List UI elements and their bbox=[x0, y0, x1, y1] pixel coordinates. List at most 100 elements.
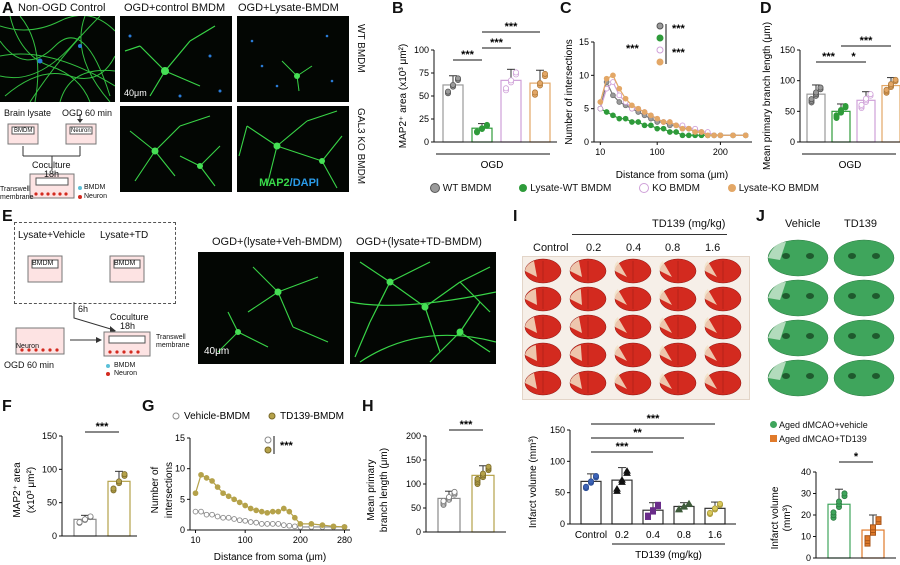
y-tick-label: 150 bbox=[550, 425, 565, 435]
y-tick-label: 100 bbox=[406, 479, 421, 489]
data-point bbox=[280, 522, 287, 528]
data-point bbox=[209, 511, 215, 518]
panel-letter-C: C bbox=[560, 0, 572, 17]
data-point bbox=[209, 478, 215, 484]
data-point bbox=[892, 76, 899, 83]
ventricle bbox=[806, 253, 814, 259]
i-x-tick-label: 0.4 bbox=[646, 530, 660, 541]
stain-map2: MAP2 bbox=[259, 177, 290, 189]
e-img-title-1: OGD+(lysate+Veh-BMDM) bbox=[212, 236, 343, 248]
data-point bbox=[836, 498, 843, 505]
g-legend-marker-1 bbox=[172, 412, 180, 420]
data-point bbox=[692, 129, 698, 135]
data-point bbox=[597, 105, 604, 112]
data-point bbox=[593, 472, 600, 479]
y-tick-label: 30 bbox=[801, 489, 811, 499]
a-col-title-1: Non-OGD Control bbox=[18, 2, 106, 14]
data-point bbox=[231, 516, 237, 522]
e-legend-bmdm: BMDM bbox=[114, 362, 136, 369]
data-point bbox=[236, 517, 243, 524]
infarct-region bbox=[614, 261, 627, 277]
data-point bbox=[622, 95, 629, 102]
data-point bbox=[220, 490, 226, 497]
g-sig: *** bbox=[280, 440, 294, 452]
data-point bbox=[685, 499, 693, 507]
data-point bbox=[286, 508, 293, 515]
data-point bbox=[508, 77, 515, 84]
data-point bbox=[330, 523, 337, 530]
brain-slice bbox=[833, 319, 895, 357]
panel-letter-E: E bbox=[2, 208, 13, 225]
infarct-region bbox=[570, 261, 582, 277]
e-bmdm-label-1: BMDM bbox=[32, 260, 54, 267]
j-ylabel-1: Infarct volume bbox=[770, 486, 781, 549]
data-point bbox=[813, 89, 820, 96]
infarct-region bbox=[659, 289, 672, 305]
g-legend-2: TD139-BMDM bbox=[280, 411, 344, 422]
stain-legend: MAP2/DAPI bbox=[259, 177, 319, 189]
h-ylabel-2: branch length (μm) bbox=[379, 448, 390, 532]
h-ylabel-1: Mean primary bbox=[366, 459, 377, 520]
data-point bbox=[82, 516, 89, 523]
bcd-legend: WT BMDM Lysate-WT BMDM KO BMDM Lysate-KO… bbox=[430, 183, 900, 194]
chart-i: 0 50 100 150 Infarct volume (mm³) Control 0.2 0… bbox=[528, 413, 736, 561]
a-brain-lysate: Brain lysate bbox=[4, 108, 52, 118]
data-point bbox=[76, 519, 83, 526]
y-tick-label: 150 bbox=[780, 45, 795, 55]
data-point bbox=[623, 467, 631, 474]
i-xlabel: TD139 (mg/kg) bbox=[635, 550, 702, 561]
data-point bbox=[192, 490, 199, 497]
infarct-region bbox=[704, 289, 717, 305]
y-tick-label: 20 bbox=[801, 510, 811, 520]
infarct-region bbox=[768, 242, 786, 260]
j-brain-sections bbox=[764, 236, 898, 400]
data-point bbox=[474, 475, 481, 482]
data-point bbox=[863, 95, 870, 102]
infarct-region bbox=[704, 373, 717, 389]
series-line bbox=[600, 108, 746, 136]
data-point bbox=[875, 516, 882, 523]
data-point bbox=[842, 103, 849, 110]
i-x-tick-label: 1.6 bbox=[708, 530, 722, 541]
e-dashed-box bbox=[14, 222, 176, 304]
data-point bbox=[685, 125, 692, 132]
a-row-label-wt: WT BMDM bbox=[355, 24, 366, 73]
y-tick-label: 50 bbox=[47, 498, 57, 508]
d-sig-3: *** bbox=[860, 35, 874, 47]
b-sig-1: *** bbox=[461, 49, 475, 61]
data-point bbox=[641, 122, 648, 129]
d-xlabel: OGD bbox=[839, 160, 862, 171]
panel-letter-I: I bbox=[513, 208, 518, 225]
b-sig-2: *** bbox=[505, 21, 519, 33]
series-line bbox=[599, 74, 746, 136]
g-ylabel-2: intersections bbox=[164, 462, 175, 518]
x-tick-label: 100 bbox=[238, 535, 253, 545]
infarct-region bbox=[570, 317, 582, 333]
data-point bbox=[711, 132, 717, 139]
data-point bbox=[833, 112, 840, 119]
e-legend-neuron: Neuron bbox=[114, 370, 137, 377]
data-point bbox=[480, 470, 487, 477]
data-point bbox=[264, 509, 271, 516]
data-point bbox=[583, 483, 590, 490]
e-box-label-vehicle: Lysate+Vehicle bbox=[18, 230, 86, 241]
data-point bbox=[484, 121, 491, 128]
data-point bbox=[629, 119, 635, 125]
data-point bbox=[269, 521, 276, 527]
b-sig-3: *** bbox=[490, 37, 504, 49]
y-tick-label: 75 bbox=[419, 68, 429, 78]
infarct-region bbox=[614, 345, 627, 361]
g-xlabel: Distance from soma (μm) bbox=[214, 552, 326, 563]
data-point bbox=[616, 85, 623, 92]
series-line bbox=[599, 80, 746, 136]
c-sig-2: *** bbox=[672, 47, 686, 59]
g-sig-marker-1 bbox=[264, 436, 272, 444]
chart-g: 0 5 10 15 10 100 200 280 Number of intersections D… bbox=[150, 411, 352, 563]
legend-ko-label: KO BMDM bbox=[652, 183, 700, 194]
y-tick-label: 25 bbox=[419, 114, 429, 124]
data-point bbox=[485, 463, 492, 470]
data-point bbox=[87, 513, 94, 520]
i-col-0-8: 0.8 bbox=[665, 242, 681, 254]
data-point bbox=[203, 511, 210, 518]
ventricle bbox=[848, 253, 856, 259]
